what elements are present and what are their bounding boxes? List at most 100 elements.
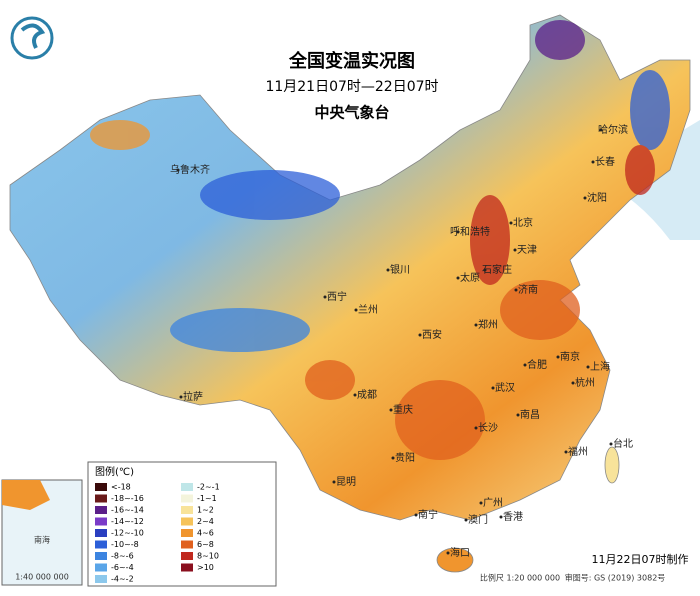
legend-label: -6~-4 (111, 563, 134, 572)
city-dot (591, 160, 595, 164)
city-label: 合肥 (527, 358, 547, 371)
city-dot (609, 442, 613, 446)
city-dot (499, 515, 503, 519)
city-dot (456, 276, 460, 280)
legend-swatch (95, 506, 107, 514)
legend-swatch (181, 563, 193, 572)
legend-swatch (95, 517, 107, 526)
city-dot (586, 365, 590, 369)
city-dot (414, 513, 418, 517)
temperature-blobs (90, 20, 670, 460)
city-dot (556, 355, 560, 359)
city-dot (599, 128, 603, 132)
city-dot (418, 333, 422, 337)
city-label: 台北 (613, 437, 633, 450)
city-label: 长春 (595, 156, 615, 168)
legend-label: -16~-14 (111, 506, 144, 515)
city-label: 拉萨 (183, 390, 203, 403)
hainan (436, 547, 474, 573)
city-label: 南宁 (418, 508, 438, 521)
legend-swatch (181, 529, 193, 537)
city-label: 南昌 (520, 408, 540, 421)
legend-label: 8~10 (197, 552, 219, 561)
legend-swatch (95, 540, 107, 549)
city-label: 乌鲁木齐 (170, 163, 210, 176)
city-label: 昆明 (336, 476, 356, 488)
legend-swatch (181, 506, 193, 514)
legend-label: 1~2 (197, 506, 214, 515)
legend-label: -4~-2 (111, 575, 134, 584)
city-label: 武汉 (495, 381, 515, 394)
city-label: 香港 (503, 511, 523, 523)
city-label: 杭州 (575, 376, 595, 389)
map-scale: 比例尺 1:20 000 000 (480, 573, 560, 583)
legend-label: -10~-8 (111, 540, 139, 549)
legend-swatch (95, 494, 107, 503)
city-label: 石家庄 (482, 263, 512, 276)
city-dot (523, 363, 527, 367)
legend-label: <-18 (111, 483, 131, 492)
legend-label: 6~8 (197, 540, 214, 549)
city-label: 北京 (513, 216, 533, 229)
subtitle: 11月21日07时—22日07时 (265, 79, 438, 95)
city-dot (456, 230, 460, 234)
city-dot (474, 323, 478, 327)
logo-mark (20, 23, 46, 49)
city-label: 郑州 (478, 318, 498, 331)
city-dot (179, 395, 183, 399)
city-label: 西宁 (327, 290, 347, 303)
city-dot (389, 408, 393, 412)
city-label: 重庆 (393, 403, 413, 416)
legend-label: >10 (197, 563, 214, 572)
city-label: 广州 (483, 497, 503, 509)
legend-label: -1~1 (197, 494, 217, 503)
legend-label: -18~-16 (111, 494, 144, 503)
legend-label: -12~-10 (111, 529, 144, 538)
legend-title: 图例(℃) (95, 465, 134, 478)
city-dot (353, 393, 357, 397)
legend-swatch (181, 517, 193, 526)
legend-swatch (95, 552, 107, 560)
city-dot (564, 450, 568, 454)
city-label: 兰州 (358, 303, 378, 316)
city-dot (323, 295, 327, 299)
city-label: 西安 (422, 328, 442, 341)
city-label: 天津 (517, 244, 537, 256)
legend-swatch (181, 540, 193, 549)
inset-land (2, 480, 50, 510)
title: 全国变温实况图 (288, 50, 415, 72)
city-label: 福州 (568, 445, 588, 458)
city-label: 沈阳 (587, 191, 607, 204)
made-time: 11月22日07时制作 (592, 553, 689, 566)
city-label: 南京 (560, 350, 580, 363)
legend-swatch (181, 483, 193, 491)
city-label: 海口 (450, 546, 470, 559)
legend-label: 4~6 (197, 529, 214, 538)
city-dot (479, 501, 483, 505)
city-label: 呼和浩特 (450, 226, 490, 238)
city-label: 银川 (390, 263, 410, 276)
inset-scale: 1:40 000 000 (15, 573, 69, 582)
city-dot (176, 168, 180, 172)
city-dot (332, 480, 336, 484)
legend-label: -2~-1 (197, 483, 220, 492)
city-dot (386, 268, 390, 272)
city-label: 济南 (518, 283, 538, 296)
city-dot (583, 196, 587, 200)
legend-swatch (181, 552, 193, 560)
legend: 图例(℃) <-18 -18~-16 -16~-14 -14~-12 -12~-10 -1… (87, 461, 277, 587)
city-dot (513, 248, 517, 252)
city-dot (516, 413, 520, 417)
china-map (9, 14, 691, 521)
city-dot (391, 456, 395, 460)
city-dot (464, 518, 468, 522)
city-label: 哈尔滨 (598, 123, 628, 136)
approval-number: 审图号: GS (2019) 3082号 (565, 573, 666, 583)
city-dot (474, 426, 478, 430)
inset-sea: 南海 (34, 535, 50, 545)
agency: 中央气象台 (314, 104, 389, 122)
city-label: 澳门 (468, 513, 488, 526)
city-label: 太原 (460, 271, 480, 284)
